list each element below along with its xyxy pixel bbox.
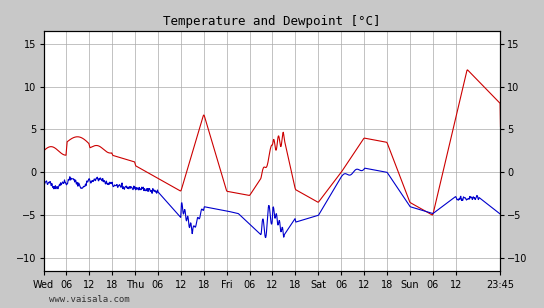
Text: www.vaisala.com: www.vaisala.com (49, 295, 129, 304)
Title: Temperature and Dewpoint [°C]: Temperature and Dewpoint [°C] (163, 15, 381, 28)
